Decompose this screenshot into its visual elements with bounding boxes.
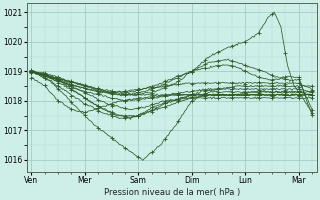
- X-axis label: Pression niveau de la mer( hPa ): Pression niveau de la mer( hPa ): [104, 188, 240, 197]
